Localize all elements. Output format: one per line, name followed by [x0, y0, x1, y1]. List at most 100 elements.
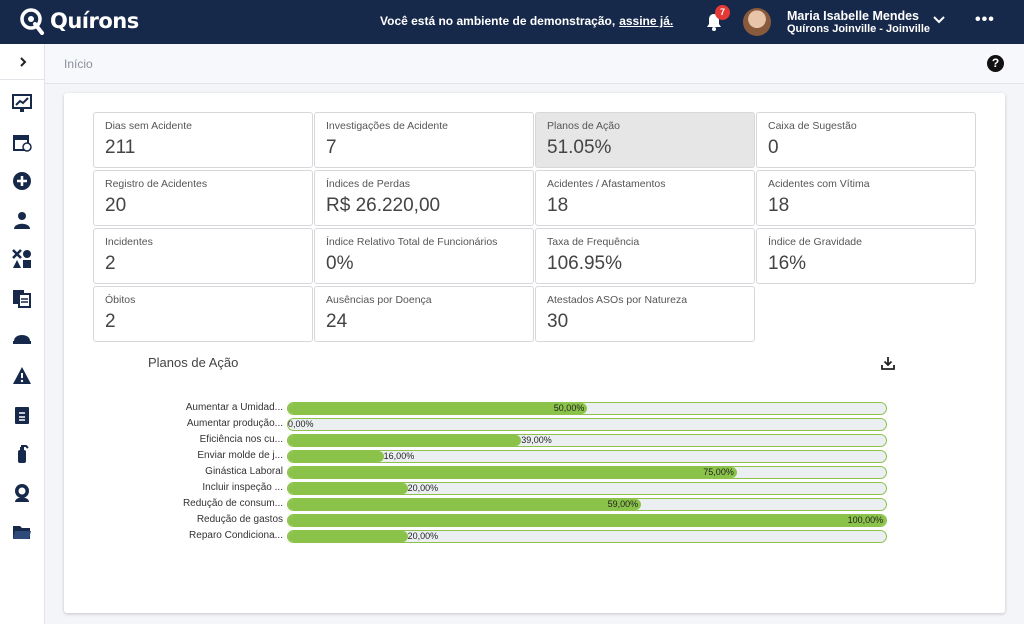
tile-label: Incidentes [105, 236, 153, 248]
indicator-tile[interactable]: Ausências por Doença 24 [314, 286, 534, 342]
indicator-tile[interactable]: Índice de Gravidade 16% [756, 228, 976, 284]
bar-track[interactable] [287, 498, 887, 511]
tile-value: 24 [326, 311, 348, 332]
indicator-tile[interactable]: Registro de Acidentes 20 [93, 170, 313, 226]
users-icon[interactable] [11, 209, 33, 231]
bar-category-label: Redução de consum... [182, 498, 283, 509]
demo-text: Você está no ambiente de demonstração, [380, 14, 616, 28]
clipboard-icon[interactable] [11, 404, 33, 426]
person-icon[interactable] [11, 482, 33, 504]
help-icon[interactable]: ? [987, 55, 1004, 72]
indicator-tile[interactable]: Índices de Perdas R$ 26.220,00 [314, 170, 534, 226]
bar[interactable] [288, 435, 522, 446]
indicator-tile[interactable]: Acidentes com Vítima 18 [756, 170, 976, 226]
indicator-tile[interactable]: Incidentes 2 [93, 228, 313, 284]
brand-logo[interactable]: Quírons [19, 7, 139, 35]
bar-value-label: 20,00% [407, 531, 439, 541]
bar[interactable] [288, 515, 886, 526]
tile-label: Óbitos [105, 294, 136, 306]
tile-label: Atestados ASOs por Natureza [547, 294, 688, 306]
chevron-down-icon[interactable] [932, 13, 946, 27]
more-options-icon[interactable]: ••• [975, 11, 995, 28]
indicator-tile[interactable]: Índice Relativo Total de Funcionários 0% [314, 228, 534, 284]
bar-track[interactable] [287, 450, 887, 463]
tile-label: Caixa de Sugestão [768, 120, 857, 132]
bar-track[interactable] [287, 466, 887, 479]
tile-value: 16% [768, 253, 807, 274]
bar-category-label: Enviar molde de j... [197, 450, 283, 461]
bar-category-label: Reparo Condiciona... [189, 530, 283, 541]
indicator-tile[interactable]: Atestados ASOs por Natureza 30 [535, 286, 755, 342]
bar-row: Redução de gastos 100,00% [64, 513, 1005, 527]
bar-value-label: 16,00% [383, 451, 415, 461]
indicator-tile[interactable]: Taxa de Frequência 106.95% [535, 228, 755, 284]
bar-track[interactable] [287, 482, 887, 495]
tile-label: Acidentes / Afastamentos [547, 178, 666, 190]
sidebar-toggle[interactable] [0, 44, 45, 80]
tile-value: 18 [547, 195, 569, 216]
bar[interactable] [288, 451, 384, 462]
tile-value: 51.05% [547, 137, 612, 158]
download-icon[interactable] [881, 356, 895, 370]
indicator-tile[interactable]: Planos de Ação 51.05% [535, 112, 755, 168]
bar-track[interactable] [287, 530, 887, 543]
bar-category-label: Ginástica Laboral [205, 466, 283, 477]
indicator-tile[interactable]: Dias sem Acidente 211 [93, 112, 313, 168]
tile-value: 20 [105, 195, 127, 216]
bar-value-label: 0,00% [288, 419, 314, 429]
sidebar [0, 44, 45, 624]
indicator-tile[interactable]: Acidentes / Afastamentos 18 [535, 170, 755, 226]
bar[interactable] [288, 483, 408, 494]
bar[interactable] [288, 531, 408, 542]
bar-row: Reparo Condiciona... 20,00% [64, 529, 1005, 543]
indicator-tile[interactable]: Caixa de Sugestão 0 [756, 112, 976, 168]
bar-track[interactable] [287, 402, 887, 415]
dashboard-icon[interactable] [11, 92, 33, 114]
helmet-icon[interactable] [11, 326, 33, 348]
calendar-icon[interactable] [11, 131, 33, 153]
documents-icon[interactable] [11, 287, 33, 309]
tile-label: Índice de Gravidade [768, 236, 862, 248]
tile-label: Índices de Perdas [326, 178, 411, 190]
warning-icon[interactable] [11, 365, 33, 387]
dashboard-card: Dias sem Acidente 211 Investigações de Aci… [64, 93, 1005, 613]
user-name[interactable]: Maria Isabelle Mendes [787, 9, 920, 23]
bar-value-label: 100,00% [847, 515, 884, 525]
bar[interactable] [288, 499, 641, 510]
indicator-tile[interactable]: Óbitos 2 [93, 286, 313, 342]
tile-label: Registro de Acidentes [105, 178, 208, 190]
bar-value-label: 39,00% [521, 435, 552, 445]
tile-label: Acidentes com Vítima [768, 178, 870, 190]
tile-label: Dias sem Acidente [105, 120, 192, 132]
breadcrumb[interactable]: Início [64, 57, 93, 71]
bar-row: Incluir inspeção ... 20,00% [64, 481, 1005, 495]
bar[interactable] [288, 467, 737, 478]
bar[interactable] [288, 403, 587, 414]
shapes-icon[interactable] [11, 248, 33, 270]
tile-value: R$ 26.220,00 [326, 195, 441, 216]
bar-track[interactable] [287, 434, 887, 447]
tile-value: 2 [105, 253, 116, 274]
top-bar: Quírons Você está no ambiente de demonst… [0, 0, 1024, 44]
tile-value: 30 [547, 311, 569, 332]
brand-name: Quírons [50, 9, 139, 33]
bar-track[interactable] [287, 514, 887, 527]
tile-value: 106.95% [547, 253, 623, 274]
tile-label: Índice Relativo Total de Funcionários [326, 236, 498, 248]
bar-track[interactable] [287, 418, 887, 431]
bar-value-label: 75,00% [703, 467, 734, 477]
bar-row: Aumentar produção... 0,00% [64, 417, 1005, 431]
avatar[interactable] [743, 8, 771, 36]
subscribe-link[interactable]: assine já. [619, 14, 674, 28]
extinguisher-icon[interactable] [11, 443, 33, 465]
tile-label: Ausências por Doença [326, 294, 432, 306]
user-organization[interactable]: Quírons Joinville - Joinville [787, 23, 931, 35]
tile-value: 7 [326, 137, 337, 158]
tile-value: 2 [105, 311, 116, 332]
indicator-tile[interactable]: Investigações de Acidente 7 [314, 112, 534, 168]
folder-icon[interactable] [11, 521, 33, 543]
notification-badge: 7 [715, 5, 730, 20]
tile-value: 18 [768, 195, 790, 216]
bar-row: Redução de consum... 59,00% [64, 497, 1005, 511]
add-circle-icon[interactable] [11, 170, 33, 192]
